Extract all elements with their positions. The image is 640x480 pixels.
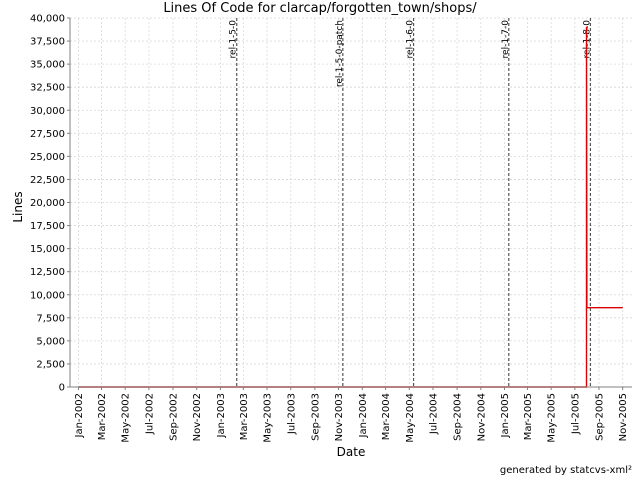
y-tick-label: 35,000 xyxy=(30,60,65,71)
x-tick-label: Mar-2004 xyxy=(381,393,392,440)
x-ticks: Jan-2002 Mar-2002 May-2002 Jul-2002 Sep-2002… xyxy=(74,387,629,443)
x-tick-label: Jan-2004 xyxy=(358,393,369,438)
y-tick-label: 40,000 xyxy=(30,14,65,25)
y-tick-label: 10,000 xyxy=(30,290,65,301)
y-tick-label: 2,500 xyxy=(36,359,65,370)
release-marker-label: rel-1-7-0 xyxy=(501,20,511,59)
x-tick-label: Jan-2003 xyxy=(216,393,227,438)
y-tick-label: 25,000 xyxy=(30,152,65,163)
x-tick-label: Jan-2005 xyxy=(500,393,511,438)
loc-data-point xyxy=(586,307,588,309)
x-tick-label: Sep-2003 xyxy=(310,393,321,441)
x-tick-label: Nov-2004 xyxy=(476,393,487,441)
y-tick-label: 20,000 xyxy=(30,198,65,209)
y-tick-label: 32,500 xyxy=(30,83,65,94)
x-tick-label: May-2004 xyxy=(405,393,416,443)
generator-credit: generated by statcvs-xml² xyxy=(499,465,632,476)
x-tick-label: Mar-2003 xyxy=(239,393,250,440)
x-tick-label: Nov-2005 xyxy=(618,393,629,441)
x-tick-label: May-2005 xyxy=(547,393,558,443)
x-tick-label: Mar-2005 xyxy=(523,393,534,440)
x-tick-label: Jan-2002 xyxy=(74,393,85,438)
x-tick-label: May-2002 xyxy=(121,393,132,443)
release-marker-label: rel-1-5-0-patch xyxy=(335,20,345,87)
y-tick-label: 37,500 xyxy=(30,37,65,48)
y-tick-label: 12,500 xyxy=(30,267,65,278)
x-tick-label: Jul-2004 xyxy=(429,393,440,435)
release-marker-label: rel-1-6-0 xyxy=(406,20,416,59)
x-tick-label: Sep-2002 xyxy=(168,393,179,441)
y-tick-label: 7,500 xyxy=(36,313,65,324)
loc-data-point xyxy=(621,307,623,309)
release-marker-label: rel-1-8-0 xyxy=(582,20,592,59)
y-axis-label: Lines xyxy=(11,191,25,222)
y-tick-label: 5,000 xyxy=(36,336,65,347)
x-tick-label: Sep-2004 xyxy=(453,393,464,441)
x-tick-label: Sep-2005 xyxy=(594,393,605,441)
loc-data-point xyxy=(585,26,588,28)
y-tick-label: 17,500 xyxy=(30,221,65,232)
x-tick-label: Nov-2003 xyxy=(334,393,345,441)
loc-series-line xyxy=(78,27,623,388)
grid xyxy=(70,17,632,388)
release-marker-label: rel-1-5-0 xyxy=(229,20,239,59)
x-tick-label: Jul-2002 xyxy=(144,393,155,435)
x-tick-label: Mar-2002 xyxy=(97,393,108,440)
y-ticks: 0 2,500 5,000 7,500 10,000 12,500 15,000 17,500… xyxy=(30,14,70,394)
x-tick-label: Jul-2005 xyxy=(570,393,581,435)
chart-title: Lines Of Code for clarcap/forgotten_town… xyxy=(163,1,477,16)
x-tick-label: Jul-2003 xyxy=(286,393,297,435)
x-axis-label: Date xyxy=(337,445,366,459)
y-tick-label: 22,500 xyxy=(30,175,65,186)
x-tick-label: May-2003 xyxy=(263,393,274,443)
y-tick-label: 15,000 xyxy=(30,244,65,255)
y-tick-label: 27,500 xyxy=(30,129,65,140)
y-tick-label: 0 xyxy=(59,383,65,394)
x-tick-label: Nov-2002 xyxy=(192,393,203,441)
series-lines xyxy=(77,26,623,388)
release-markers: rel-1-5-0 rel-1-5-0-patch rel-1-6-0 rel-1-7… xyxy=(229,18,592,387)
y-tick-label: 30,000 xyxy=(30,106,65,117)
